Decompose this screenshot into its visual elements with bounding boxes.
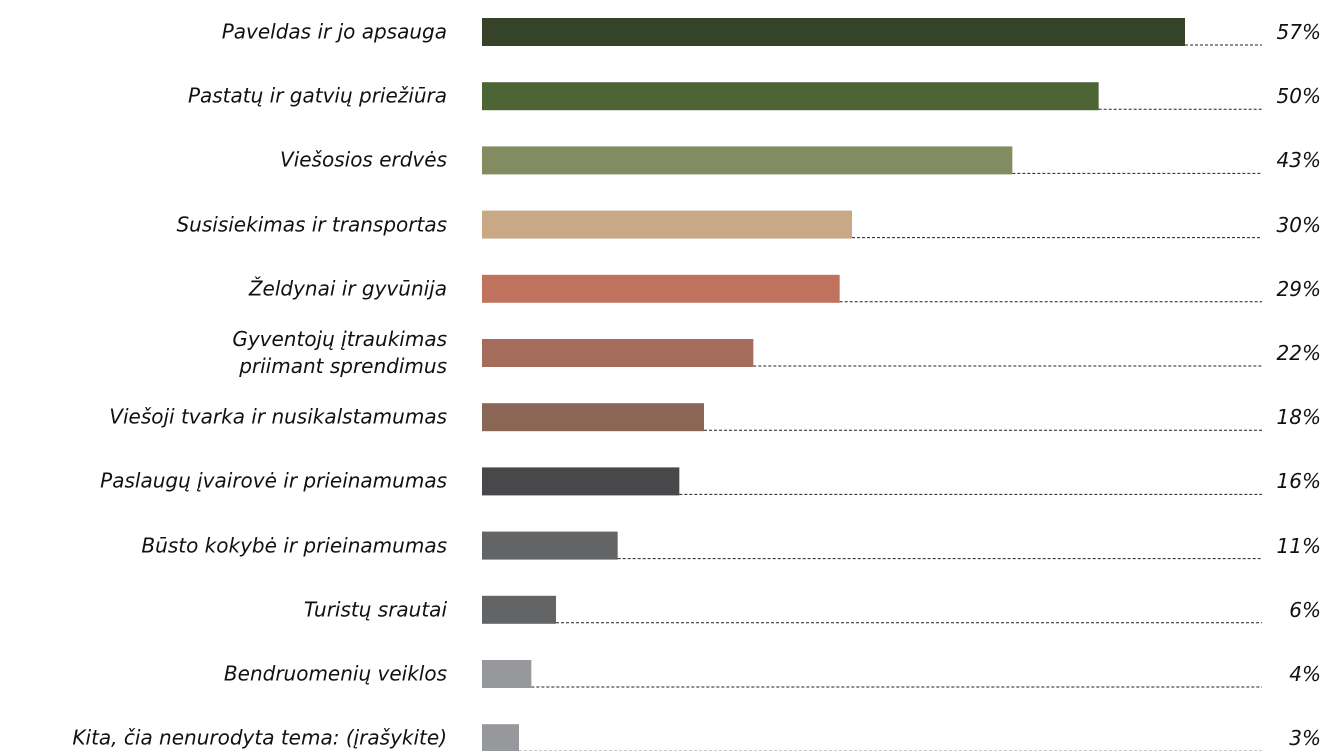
value-label: 18% [1276,405,1321,430]
bar [482,724,519,751]
category-label: Viešosios erdvės [280,147,447,172]
bar [482,210,852,239]
bar [482,82,1099,111]
category-label: Bendruomenių veiklos [223,661,447,686]
value-label: 50% [1276,84,1321,109]
bar [482,467,680,496]
category-label: Gyventojų įtraukimas priimant sprendimus [232,327,447,378]
value-label: 57% [1276,20,1321,44]
bar [482,274,840,303]
category-label: Viešoji tvarka ir nusikalstamumas [109,404,447,429]
category-label: Susisiekimas ir transportas [176,212,447,237]
category-label: Būsto kokybė ir prieinamumas [141,533,447,558]
value-label: 16% [1276,469,1321,494]
value-label: 43% [1276,148,1321,173]
category-label: Pastatų ir gatvių priežiūra [187,83,447,108]
value-label: 3% [1289,726,1321,751]
bar [482,595,556,624]
value-label: 4% [1289,662,1321,686]
value-label: 29% [1276,276,1321,301]
bar [482,403,704,432]
value-label: 6% [1289,597,1321,622]
value-label: 11% [1276,533,1321,558]
category-label: Turistų srautai [303,597,447,622]
value-label: 30% [1276,212,1321,237]
category-label: Želdynai ir gyvūnija [248,276,447,301]
bar [482,660,532,688]
bar [482,146,1013,175]
category-label: Kita, čia nenurodyta tema: (įrašykite) [72,725,447,750]
bar [482,339,754,367]
bar [482,18,1185,46]
category-label: Paveldas ir jo apsauga [221,19,447,44]
value-label: 22% [1276,341,1321,365]
category-label: Paslaugų įvairovė ir prieinamumas [100,468,447,493]
bar [482,531,618,560]
